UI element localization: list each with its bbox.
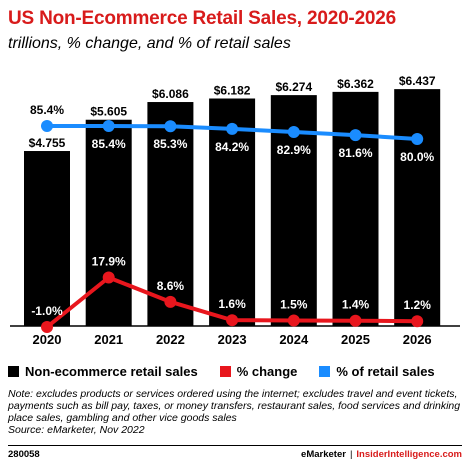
bar-label-2021: $5.605	[90, 105, 127, 119]
change-label-2025: 1.4%	[342, 298, 370, 312]
chart-title: US Non-Ecommerce Retail Sales, 2020-2026	[8, 8, 397, 29]
change-point-2023	[226, 314, 239, 327]
share-point-2022	[164, 120, 177, 133]
footer-brand: eMarketer | InsiderIntelligence.com	[301, 449, 462, 460]
share-point-2025	[349, 129, 362, 142]
change-point-2024	[287, 314, 300, 327]
bar-label-2024: $6.274	[275, 80, 312, 94]
share-point-2024	[287, 126, 300, 138]
note-text: Note: excludes products or services orde…	[8, 388, 461, 424]
brand-insider-intelligence: InsiderIntelligence.com	[356, 449, 462, 460]
share-point-2026	[411, 132, 424, 145]
brand-emarketer: eMarketer	[301, 449, 346, 460]
share-label-2020: 85.4%	[30, 103, 64, 117]
chart-legend: Non-ecommerce retail sales % change % of…	[8, 364, 462, 379]
change-label-2021: 17.9%	[92, 254, 126, 268]
change-point-2020	[41, 321, 53, 333]
change-point-2026	[411, 315, 424, 328]
share-label-2022: 85.3%	[153, 137, 187, 151]
chart-id: 280058	[8, 449, 40, 460]
change-label-2024: 1.5%	[280, 297, 308, 311]
legend-label-share: % of retail sales	[336, 364, 435, 379]
change-point-2022	[164, 295, 177, 308]
x-tick-2025: 2025	[341, 332, 370, 347]
bar-label-2022: $6.086	[152, 87, 189, 101]
legend-swatch-sales	[8, 366, 19, 377]
footer-divider	[8, 445, 462, 446]
source-text: Source: eMarketer, Nov 2022	[8, 424, 145, 436]
share-label-2023: 84.2%	[215, 140, 249, 154]
x-tick-2024: 2024	[279, 332, 309, 347]
x-tick-2026: 2026	[403, 332, 432, 347]
chart-subtitle: trillions, % change, and % of retail sal…	[8, 35, 291, 52]
legend-swatch-change	[219, 366, 231, 377]
share-point-2020	[41, 120, 53, 132]
bar-2022	[147, 102, 194, 326]
legend-swatch-share	[319, 366, 331, 377]
share-label-2025: 81.6%	[338, 146, 372, 160]
legend-item-share: % of retail sales	[319, 364, 435, 379]
change-label-2020: -1.0%	[31, 304, 63, 318]
brand-separator: |	[349, 449, 353, 460]
change-label-2023: 1.6%	[218, 297, 246, 311]
legend-item-sales: Non-ecommerce retail sales	[8, 364, 198, 379]
legend-label-change: % change	[236, 364, 298, 379]
change-label-2026: 1.2%	[404, 298, 432, 312]
bar-label-2020: $4.755	[29, 136, 66, 150]
share-label-2021: 85.4%	[92, 137, 126, 151]
share-label-2026: 80.0%	[400, 150, 434, 164]
share-label-2024: 82.9%	[277, 143, 311, 157]
chart-footer: 280058 eMarketer | InsiderIntelligence.com	[8, 449, 462, 460]
change-point-2021	[102, 271, 115, 284]
change-label-2022: 8.6%	[157, 279, 185, 293]
bar-label-2023: $6.182	[214, 84, 251, 98]
bar-label-2026: $6.437	[399, 74, 436, 88]
bar-2020	[24, 151, 70, 326]
share-point-2021	[102, 120, 115, 132]
bar-label-2025: $6.362	[337, 77, 374, 91]
x-tick-2023: 2023	[218, 332, 247, 347]
share-point-2023	[226, 122, 239, 135]
chart-plot: $4.755 $5.605 $6.086 $6.182 $6.274 $6.362 $6.4…	[10, 74, 460, 347]
x-tick-2021: 2021	[94, 332, 123, 347]
x-tick-2020: 2020	[33, 332, 62, 347]
bar-2023	[209, 98, 256, 326]
bar-2026	[394, 89, 441, 326]
legend-item-change: % change	[219, 364, 298, 379]
chart-note: Note: excludes products or services orde…	[8, 388, 462, 436]
legend-label-sales: Non-ecommerce retail sales	[25, 364, 198, 379]
change-point-2025	[349, 314, 362, 327]
bar-2025	[332, 91, 379, 326]
x-tick-2022: 2022	[156, 332, 185, 347]
